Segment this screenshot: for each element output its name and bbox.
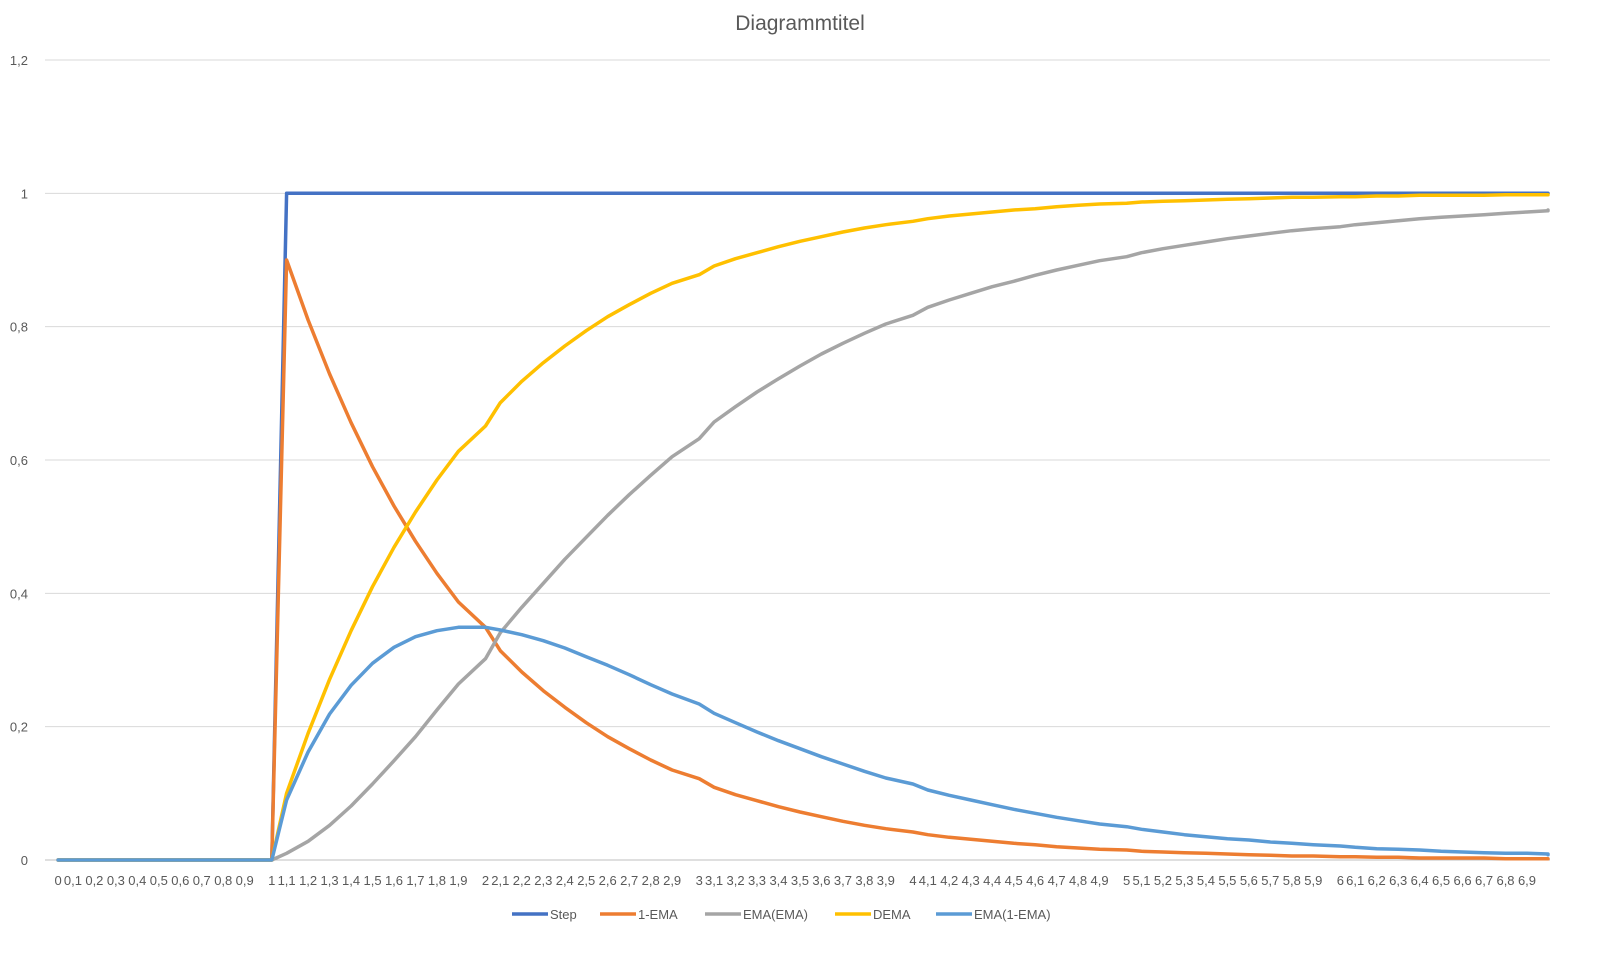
- series-line-ema-1-ema-: [56, 625, 1550, 862]
- x-tick-label: 0,2: [85, 873, 103, 888]
- x-tick-label: 3: [696, 873, 703, 888]
- x-tick-label: 6,3: [1389, 873, 1407, 888]
- x-tick-label: 4,3: [962, 873, 980, 888]
- x-tick-label: 3,7: [834, 873, 852, 888]
- x-tick-label: 4,8: [1069, 873, 1087, 888]
- x-tick-label: 2,7: [620, 873, 638, 888]
- x-tick-label: 3,5: [791, 873, 809, 888]
- x-tick-label: 5,5: [1218, 873, 1236, 888]
- x-tick-label: 4,2: [940, 873, 958, 888]
- x-tick-label: 0,5: [150, 873, 168, 888]
- y-tick-label: 0,4: [10, 586, 28, 601]
- x-tick-label: 1,4: [342, 873, 360, 888]
- x-tick-label: 6,1: [1346, 873, 1364, 888]
- y-tick-label: 1,2: [10, 53, 28, 68]
- x-tick-label: 4,9: [1091, 873, 1109, 888]
- x-tick-label: 6,4: [1411, 873, 1429, 888]
- x-tick-label: 2,2: [513, 873, 531, 888]
- series-line-1-ema: [56, 258, 1550, 862]
- x-tick-label: 6,2: [1368, 873, 1386, 888]
- x-tick-label: 0,7: [193, 873, 211, 888]
- x-axis-ticks: 0 0,1 0,2 0,3 0,4 0,5 0,6 0,7 0,8 0,9 1 1,1 1,2 1,3 1,…: [54, 873, 1536, 888]
- x-tick-label: 1: [268, 873, 275, 888]
- x-tick-label: 5,7: [1261, 873, 1279, 888]
- x-tick-label: 0,6: [171, 873, 189, 888]
- legend-label: Step: [550, 907, 577, 922]
- x-tick-label: 5,1: [1132, 873, 1150, 888]
- x-tick-label: 5,6: [1240, 873, 1258, 888]
- x-tick-label: 5,9: [1304, 873, 1322, 888]
- x-tick-label: 3,9: [877, 873, 895, 888]
- y-tick-label: 1: [21, 186, 28, 201]
- x-tick-label: 2,9: [663, 873, 681, 888]
- x-tick-label: 5,3: [1175, 873, 1193, 888]
- x-tick-label: 1,2: [299, 873, 317, 888]
- x-tick-label: 6,6: [1454, 873, 1472, 888]
- x-tick-label: 3,8: [855, 873, 873, 888]
- x-tick-label: 2,5: [577, 873, 595, 888]
- x-tick-label: 6,5: [1432, 873, 1450, 888]
- x-tick-label: 5,8: [1283, 873, 1301, 888]
- y-tick-label: 0,8: [10, 320, 28, 335]
- chart-title: Diagrammtitel: [735, 12, 865, 35]
- legend-label: EMA(EMA): [743, 907, 808, 922]
- legend: Step 1-EMA EMA(EMA) DEMA EMA(1-EMA): [512, 907, 1051, 922]
- legend-label: 1-EMA: [638, 907, 678, 922]
- x-tick-label: 3,1: [705, 873, 723, 888]
- x-tick-label: 3,2: [726, 873, 744, 888]
- x-tick-label: 0,1: [64, 873, 82, 888]
- legend-label: DEMA: [873, 907, 911, 922]
- x-tick-label: 4,5: [1005, 873, 1023, 888]
- x-tick-label: 4,1: [919, 873, 937, 888]
- x-tick-label: 5,4: [1197, 873, 1215, 888]
- x-tick-label: 3,3: [748, 873, 766, 888]
- x-tick-label: 4,4: [983, 873, 1001, 888]
- x-tick-label: 2: [482, 873, 489, 888]
- x-tick-label: 5: [1123, 873, 1130, 888]
- gridlines: [45, 59, 1550, 861]
- series-line-dema: [56, 192, 1550, 862]
- x-tick-label: 4: [909, 873, 916, 888]
- x-tick-label: 1,3: [321, 873, 339, 888]
- x-tick-label: 0,9: [236, 873, 254, 888]
- x-tick-label: 1,1: [278, 873, 296, 888]
- x-tick-label: 5,2: [1154, 873, 1172, 888]
- x-tick-label: 0,4: [128, 873, 146, 888]
- x-tick-label: 2,3: [534, 873, 552, 888]
- x-tick-label: 0,8: [214, 873, 232, 888]
- x-tick-label: 2,8: [642, 873, 660, 888]
- y-tick-label: 0,2: [10, 720, 28, 735]
- x-tick-label: 2,1: [491, 873, 509, 888]
- x-tick-label: 4,7: [1048, 873, 1066, 888]
- y-tick-label: 0: [21, 853, 28, 868]
- y-axis-ticks: 0 0,2 0,4 0,6 0,8 1 1,2: [10, 53, 28, 868]
- series-line-ema-ema-: [56, 208, 1550, 862]
- x-tick-label: 1,5: [363, 873, 381, 888]
- y-tick-label: 0,6: [10, 453, 28, 468]
- x-tick-label: 1,7: [406, 873, 424, 888]
- x-tick-label: 6,7: [1475, 873, 1493, 888]
- series-lines: [56, 191, 1550, 862]
- x-tick-label: 6: [1337, 873, 1344, 888]
- x-tick-label: 0: [54, 873, 61, 888]
- x-tick-label: 3,6: [812, 873, 830, 888]
- x-tick-label: 6,9: [1518, 873, 1536, 888]
- legend-label: EMA(1-EMA): [974, 907, 1051, 922]
- x-tick-label: 6,8: [1496, 873, 1514, 888]
- x-tick-label: 2,4: [556, 873, 574, 888]
- x-tick-label: 1,8: [428, 873, 446, 888]
- x-tick-label: 4,6: [1026, 873, 1044, 888]
- x-tick-label: 1,6: [385, 873, 403, 888]
- x-tick-label: 3,4: [769, 873, 787, 888]
- x-tick-label: 0,3: [107, 873, 125, 888]
- series-line-step: [56, 191, 1550, 862]
- x-tick-label: 2,6: [599, 873, 617, 888]
- x-tick-label: 1,9: [449, 873, 467, 888]
